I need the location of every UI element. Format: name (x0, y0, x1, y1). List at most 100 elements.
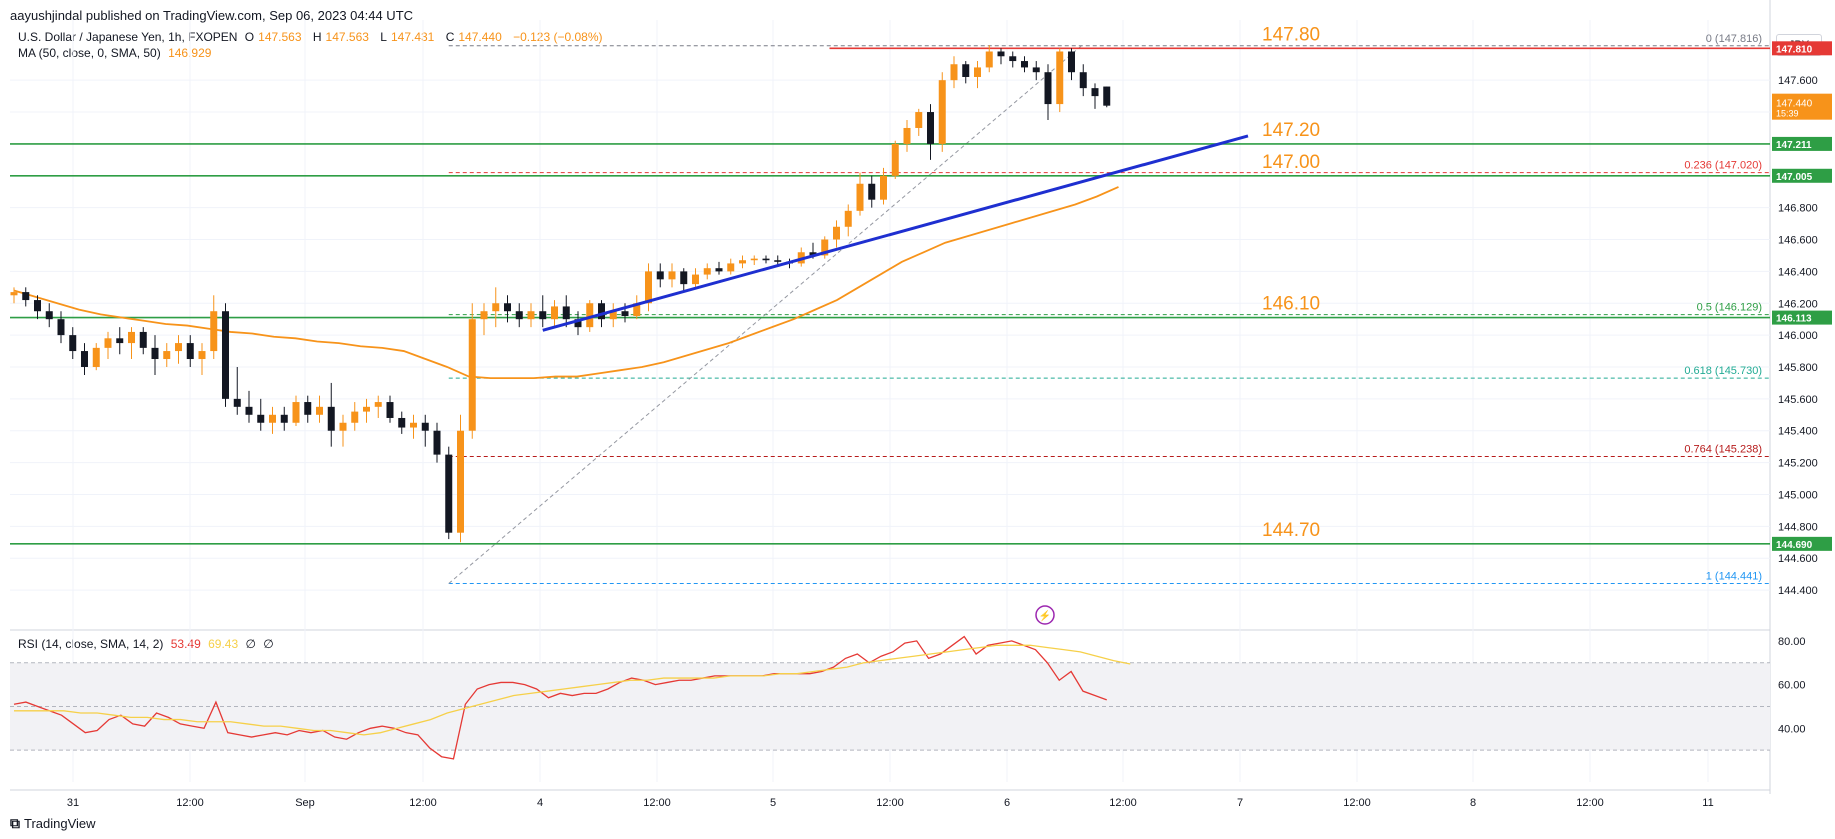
rsi-label[interactable]: RSI (14, close, SMA, 14, 2) (18, 637, 164, 651)
level-label: 144.70 (1262, 520, 1320, 541)
rsi-band (10, 662, 1770, 751)
level-label: 147.00 (1262, 152, 1320, 173)
published-line: aayushjindal published on TradingView.co… (10, 8, 414, 23)
rsi-tick-label: 40.00 (1778, 723, 1806, 735)
rsi-legend: RSI (14, close, SMA, 14, 2) 53.49 69.43 … (18, 637, 278, 651)
candle-body (363, 406, 370, 412)
time-tick-label: 4 (537, 797, 543, 809)
time-tick-label: 6 (1004, 797, 1010, 809)
candle-body (222, 311, 229, 399)
level-axis-label: 147.211 (1776, 140, 1812, 151)
candle-body (880, 175, 887, 200)
tradingview-logo-icon: ⧉ (10, 815, 20, 831)
candle-body (1068, 51, 1075, 73)
candle-body (128, 331, 135, 344)
candle-body (927, 112, 934, 144)
time-tick-label: 7 (1237, 797, 1243, 809)
candle-body (950, 64, 958, 81)
candle-body (198, 351, 206, 360)
candle-body (1044, 72, 1052, 105)
ma-label[interactable]: MA (50, close, 0, SMA, 50) (18, 46, 161, 60)
candle-body (81, 351, 88, 367)
candle-body (304, 402, 312, 415)
candle-body (762, 258, 770, 261)
time-tick-label: 12:00 (1109, 797, 1137, 809)
candle-body (515, 311, 523, 320)
price-tick-label: 147.600 (1778, 75, 1818, 87)
candle-body (903, 127, 911, 144)
candle-body (339, 422, 347, 431)
price-tick-label: 145.600 (1778, 394, 1818, 406)
candle-body (1021, 61, 1028, 68)
rsi-ma-value: 69.43 (208, 637, 239, 651)
candle-body (468, 319, 476, 431)
price-tick-label: 145.400 (1778, 426, 1818, 438)
candle-body (621, 311, 629, 316)
candle-body (985, 51, 993, 68)
flash-icon (1035, 605, 1055, 625)
time-tick-label: 8 (1470, 797, 1476, 809)
candle-body (715, 268, 723, 272)
legend-low: L 147.431 (380, 30, 435, 44)
legend-change: −0.123 (−0.08%) (513, 30, 603, 44)
candle-body (633, 303, 641, 316)
price-tick-label: 146.200 (1778, 298, 1818, 310)
time-tick-label: 12:00 (409, 797, 437, 809)
current-price-tag (1772, 93, 1832, 120)
time-tick-label: 12:00 (1343, 797, 1371, 809)
candle-body (175, 343, 182, 352)
legend-high: H 147.563 (312, 30, 369, 44)
candle-body (10, 292, 18, 296)
level-axis-tag (1772, 168, 1832, 183)
level-axis-label: 147.005 (1776, 172, 1813, 183)
candle-body (186, 343, 194, 360)
candle-body (668, 271, 676, 280)
candle-body (774, 260, 782, 262)
candle-body (1009, 56, 1017, 62)
price-tick-label: 145.800 (1778, 362, 1818, 374)
level-axis-tag (1772, 136, 1832, 151)
candle-body (233, 398, 241, 407)
candle-body (562, 306, 570, 320)
candle-body (351, 411, 359, 423)
price-tick-label: 144.400 (1778, 585, 1818, 597)
candle-body (703, 268, 711, 275)
time-tick-label: 12:00 (643, 797, 671, 809)
trendline (542, 134, 1249, 332)
ma-line (13, 186, 1119, 380)
time-tick-label: 12:00 (176, 797, 204, 809)
fib-diagonal (448, 45, 1082, 584)
candle-body (645, 271, 652, 304)
time-tick-label: 11 (1702, 797, 1713, 809)
price-tick-label: 144.600 (1778, 553, 1818, 565)
candle-body (374, 402, 382, 407)
candle-body (1103, 86, 1111, 106)
candle-body (938, 80, 946, 144)
price-tick-label: 144.800 (1778, 521, 1818, 533)
candle-body (245, 406, 253, 415)
tradingview-brand: TradingView (24, 816, 96, 831)
candle-body (727, 263, 735, 272)
candle-body (457, 430, 464, 533)
time-tick-label: 5 (770, 797, 776, 809)
candle-body (269, 414, 276, 423)
time-tick-label: 12:00 (1576, 797, 1604, 809)
fib-level-label: 0.618 (145.730) (1684, 365, 1762, 377)
candle-body (492, 303, 500, 312)
candle-body (92, 347, 100, 367)
rsi-extra2: ∅ (263, 637, 274, 651)
price-tick-label: 146.400 (1778, 266, 1818, 278)
candle-body (433, 430, 441, 455)
countdown-label: 15:39 (1776, 109, 1799, 119)
candle-body (844, 210, 852, 227)
fib-level-label: 0.5 (146.129) (1697, 302, 1762, 314)
candle-body (833, 226, 840, 240)
candle-body (809, 252, 817, 256)
level-label: 147.20 (1262, 120, 1320, 141)
candle-body (163, 351, 171, 360)
rsi-extra1: ∅ (245, 637, 256, 651)
candle-body (539, 311, 547, 320)
candle-body (292, 402, 300, 423)
candle-body (974, 67, 981, 77)
